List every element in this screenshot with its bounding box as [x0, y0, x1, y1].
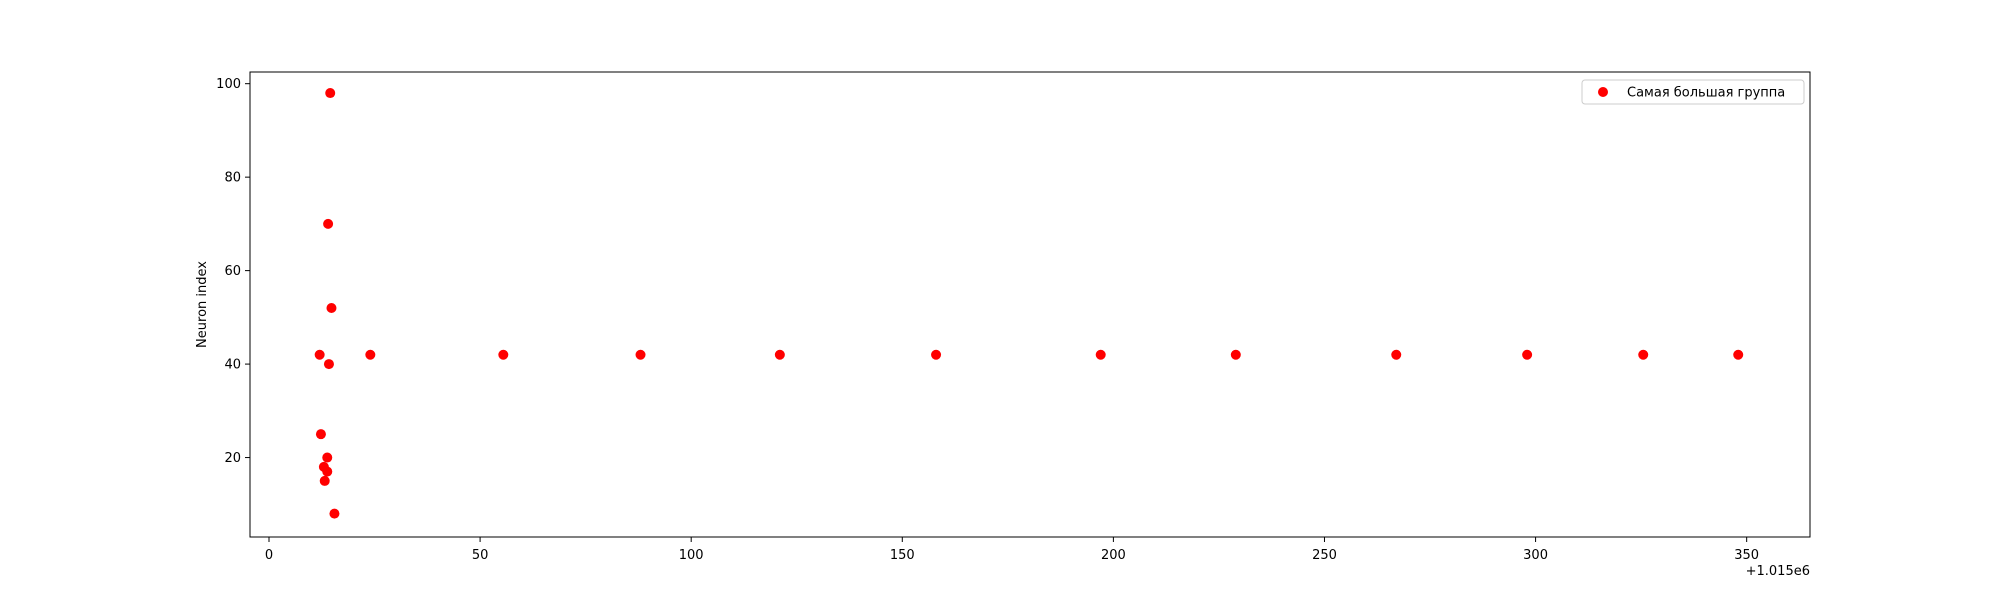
- data-point: [323, 359, 334, 370]
- data-point: [325, 88, 336, 99]
- legend: Самая большая группа: [1581, 79, 1805, 105]
- data-point: [931, 349, 942, 360]
- data-point: [315, 429, 326, 440]
- y-tick-label: 100: [216, 77, 241, 92]
- x-axis-offset-text: +1.015e6: [1746, 564, 1810, 579]
- data-point: [1230, 349, 1241, 360]
- data-point: [774, 349, 785, 360]
- x-tick-label: 150: [890, 548, 915, 563]
- data-points: [314, 88, 1744, 519]
- x-tick-label: 50: [472, 548, 489, 563]
- x-tick-label: 100: [679, 548, 704, 563]
- data-point: [314, 349, 325, 360]
- y-axis-label: Neuron index: [195, 261, 210, 348]
- legend-marker: [1598, 87, 1608, 97]
- data-point: [326, 303, 337, 314]
- x-axis-ticks: 0 50 100 150 200 250 300 350: [265, 537, 1759, 563]
- x-tick-label: 300: [1523, 548, 1548, 563]
- y-tick-label: 20: [224, 451, 241, 466]
- y-tick-label: 60: [224, 264, 241, 279]
- x-tick-label: 350: [1734, 548, 1759, 563]
- data-point: [1522, 349, 1533, 360]
- y-axis-ticks: 20 40 60 80 100: [216, 77, 250, 466]
- y-tick-label: 80: [224, 171, 241, 186]
- data-point: [1638, 349, 1649, 360]
- data-point: [1391, 349, 1402, 360]
- data-point: [1095, 349, 1106, 360]
- x-tick-label: 250: [1312, 548, 1337, 563]
- data-point: [322, 466, 333, 477]
- data-point: [319, 475, 330, 486]
- data-point: [329, 508, 340, 519]
- axes-frame: [249, 71, 1811, 538]
- data-point: [1733, 349, 1744, 360]
- data-point: [322, 452, 333, 463]
- legend-box: [1581, 79, 1805, 105]
- x-tick-label: 0: [265, 548, 273, 563]
- data-point: [498, 349, 509, 360]
- data-point: [365, 349, 376, 360]
- plot-area: 0 50 100 150 200 250 300 350 20 40 60 80 100: [216, 71, 1811, 563]
- y-tick-label: 40: [224, 358, 241, 373]
- data-point: [635, 349, 646, 360]
- legend-entry-label: Самая большая группа: [1627, 86, 1785, 101]
- data-point: [323, 218, 334, 229]
- x-tick-label: 200: [1101, 548, 1126, 563]
